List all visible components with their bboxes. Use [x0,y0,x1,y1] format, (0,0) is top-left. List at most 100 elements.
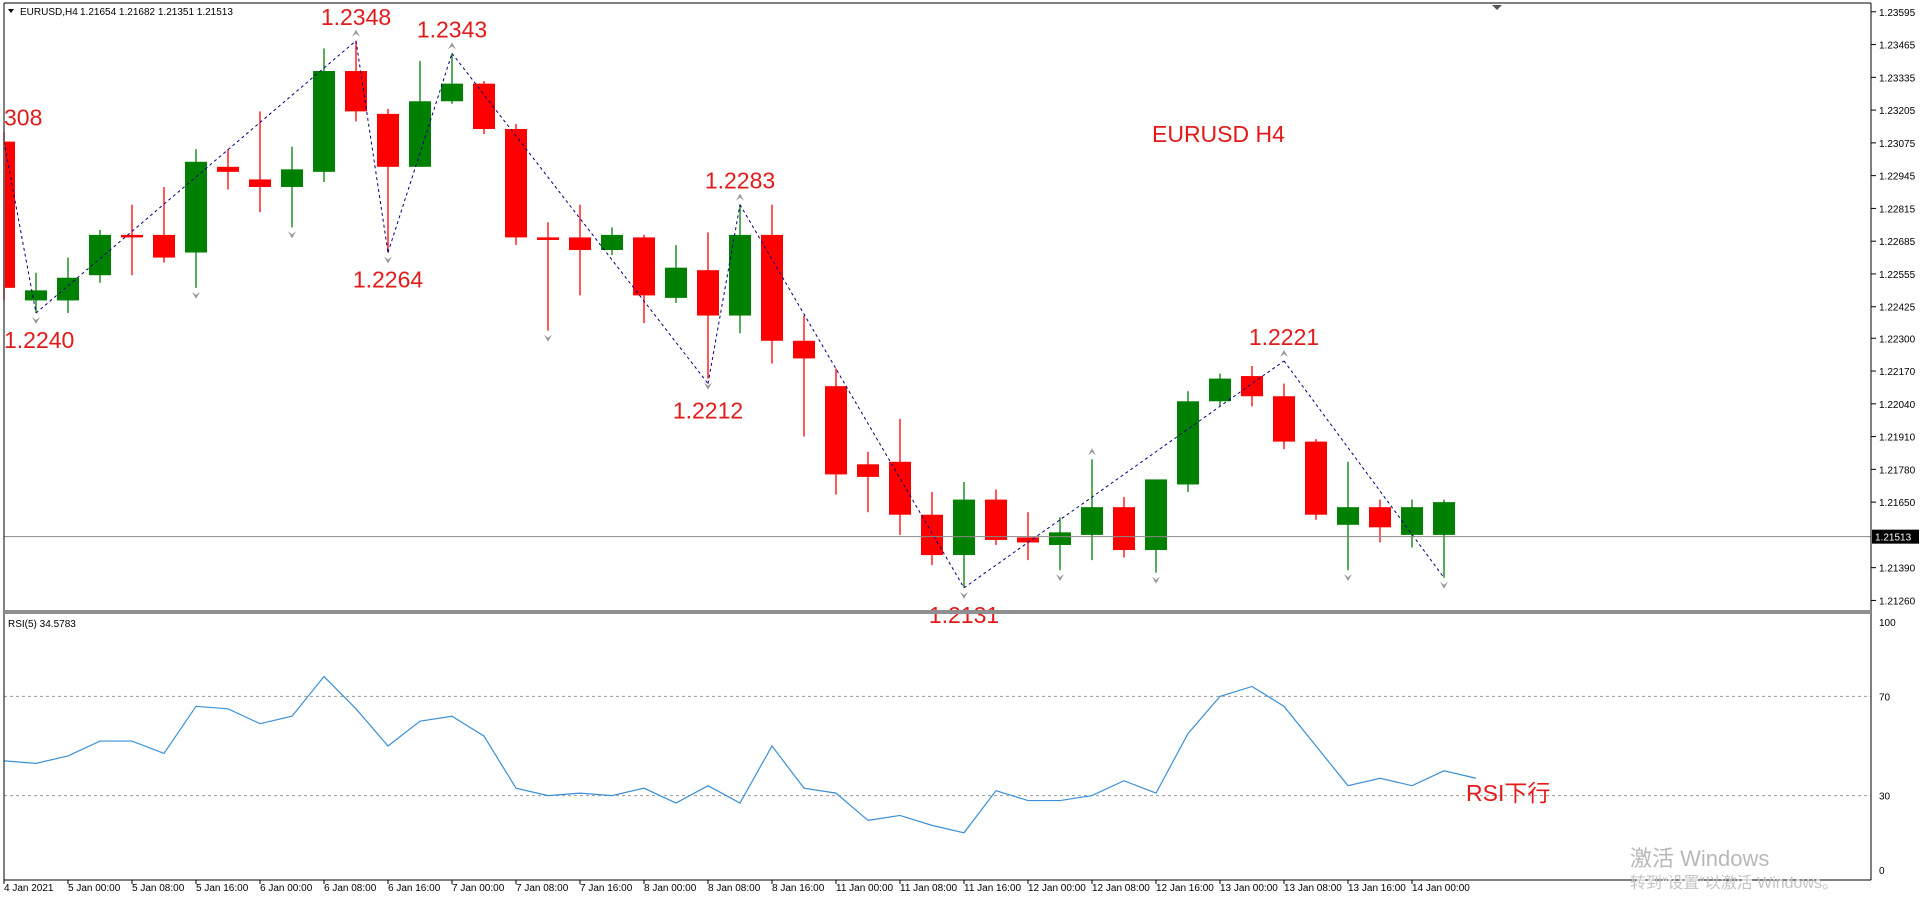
bear-candle-body [761,234,783,341]
bear-candle-body [857,464,879,477]
time-tick-label: 6 Jan 08:00 [324,883,377,894]
chart-shift-icon[interactable] [1492,5,1502,10]
price-tick-label: 1.22170 [1879,367,1916,378]
time-tick-label: 8 Jan 00:00 [644,883,697,894]
bear-candle-body [985,499,1007,540]
price-tick-label: 1.22945 [1879,172,1916,183]
bull-candle-body [1401,507,1423,535]
bull-candle-body [409,101,431,167]
zigzag-segment [387,53,453,253]
bear-candle-body [889,461,911,515]
pivot-labels-layer: 308 1.2240 1.2348 1.2264 1.2343 1.2283 1.2212 1… [4,4,1319,628]
fractal-down-arrow [192,291,200,299]
bear-candle-body [921,514,943,556]
pivot-price-label: 1.2212 [673,398,743,424]
time-tick-label: 11 Jan 00:00 [836,883,894,894]
zigzag-layer [3,40,1445,589]
price-tick-label: 1.22685 [1879,237,1916,248]
chart-title-annotation: EURUSD H4 [1152,121,1285,147]
bull-candle-body [1145,479,1167,551]
fractal-up-arrow [448,42,456,50]
fractal-down-arrow [960,591,968,599]
current-price-label: 1.21513 [1875,533,1912,544]
price-tick-label: 1.21910 [1879,433,1916,444]
time-tick-label: 13 Jan 08:00 [1284,883,1342,894]
fractal-down-arrow [32,317,40,325]
fractal-down-arrow [1152,576,1160,584]
time-tick-label: 11 Jan 16:00 [964,883,1022,894]
time-tick-label: 13 Jan 00:00 [1220,883,1278,894]
bull-candle-body [89,234,111,276]
price-tick-label: 1.23465 [1879,41,1916,52]
price-tick-label: 1.21650 [1879,498,1916,509]
price-tick-label: 1.23335 [1879,73,1916,84]
bear-candle-body [505,129,527,238]
fractal-up-arrow [352,29,360,37]
bear-candle-body [1241,376,1263,397]
bull-candle-body [729,234,751,316]
price-tick-label: 1.22555 [1879,270,1916,281]
pivot-price-label: 1.2221 [1249,324,1319,350]
symbol-label: EURUSD,H4 [20,7,78,18]
bull-candle-body [57,277,79,301]
candles-layer [3,40,1455,588]
time-tick-label: 4 Jan 2021 [4,883,54,894]
axis-ticks-layer: 1.23595 1.23465 1.23335 1.23205 1.23075 1.229… [3,8,1919,894]
bear-candle-body [345,71,367,112]
rsi-layer [3,675,1871,834]
price-tick-label: 1.21780 [1879,465,1916,476]
bear-candle-body [1017,537,1039,543]
bull-candle-body [1433,502,1455,535]
bear-candle-body [1369,507,1391,528]
pivot-price-label: 1.2348 [321,4,391,30]
price-tick-label: 1.22425 [1879,303,1916,314]
rsi-tick-label: 0 [1879,866,1885,877]
time-tick-label: 5 Jan 08:00 [132,883,185,894]
fractal-down-arrow [384,256,392,264]
rsi-tick-label: 70 [1879,692,1891,703]
time-tick-label: 5 Jan 00:00 [68,883,121,894]
bull-candle-body [281,169,303,187]
fractal-up-arrow [1280,349,1288,357]
bear-candle-body [153,234,175,258]
time-tick-label: 7 Jan 16:00 [580,883,633,894]
fractal-down-arrow [704,382,712,390]
bull-candle-body [953,499,975,556]
panel-separator[interactable] [4,610,1871,614]
bear-candle-body [1305,441,1327,515]
price-tick-label: 1.22040 [1879,400,1916,411]
price-tick-label: 1.21260 [1879,596,1916,607]
rsi-tick-label: 100 [1879,618,1896,629]
pivot-price-label: 1.2240 [4,327,74,353]
dropdown-triangle-icon[interactable] [8,9,14,13]
fractal-layer [32,29,1448,599]
activation-watermark-title: 激活 Windows [1630,846,1769,871]
fractal-down-arrow [288,231,296,239]
price-tick-label: 1.22815 [1879,204,1916,215]
time-tick-label: 6 Jan 16:00 [388,883,441,894]
fractal-down-arrow [1344,574,1352,582]
bear-candle-body [121,234,143,238]
price-tick-label: 1.22300 [1879,334,1916,345]
bear-candle-body [377,113,399,167]
price-tick-label: 1.23205 [1879,106,1916,117]
bear-candle-body [1113,507,1135,551]
time-tick-label: 13 Jan 16:00 [1348,883,1406,894]
fractal-down-arrow [1056,574,1064,582]
zigzag-segment [1283,360,1445,579]
bear-candle-body [1273,396,1295,442]
fractal-up-arrow [736,193,744,201]
pivot-price-label: 1.2131 [929,602,999,628]
time-tick-label: 12 Jan 00:00 [1028,883,1086,894]
price-tick-label: 1.23595 [1879,8,1916,19]
time-tick-label: 8 Jan 16:00 [772,883,825,894]
rsi-indicator-label: RSI(5) 34.5783 [8,619,76,630]
fractal-down-arrow [1440,581,1448,589]
time-tick-label: 6 Jan 00:00 [260,883,313,894]
time-tick-label: 7 Jan 08:00 [516,883,569,894]
time-tick-label: 7 Jan 00:00 [452,883,505,894]
zigzag-segment [739,204,965,589]
